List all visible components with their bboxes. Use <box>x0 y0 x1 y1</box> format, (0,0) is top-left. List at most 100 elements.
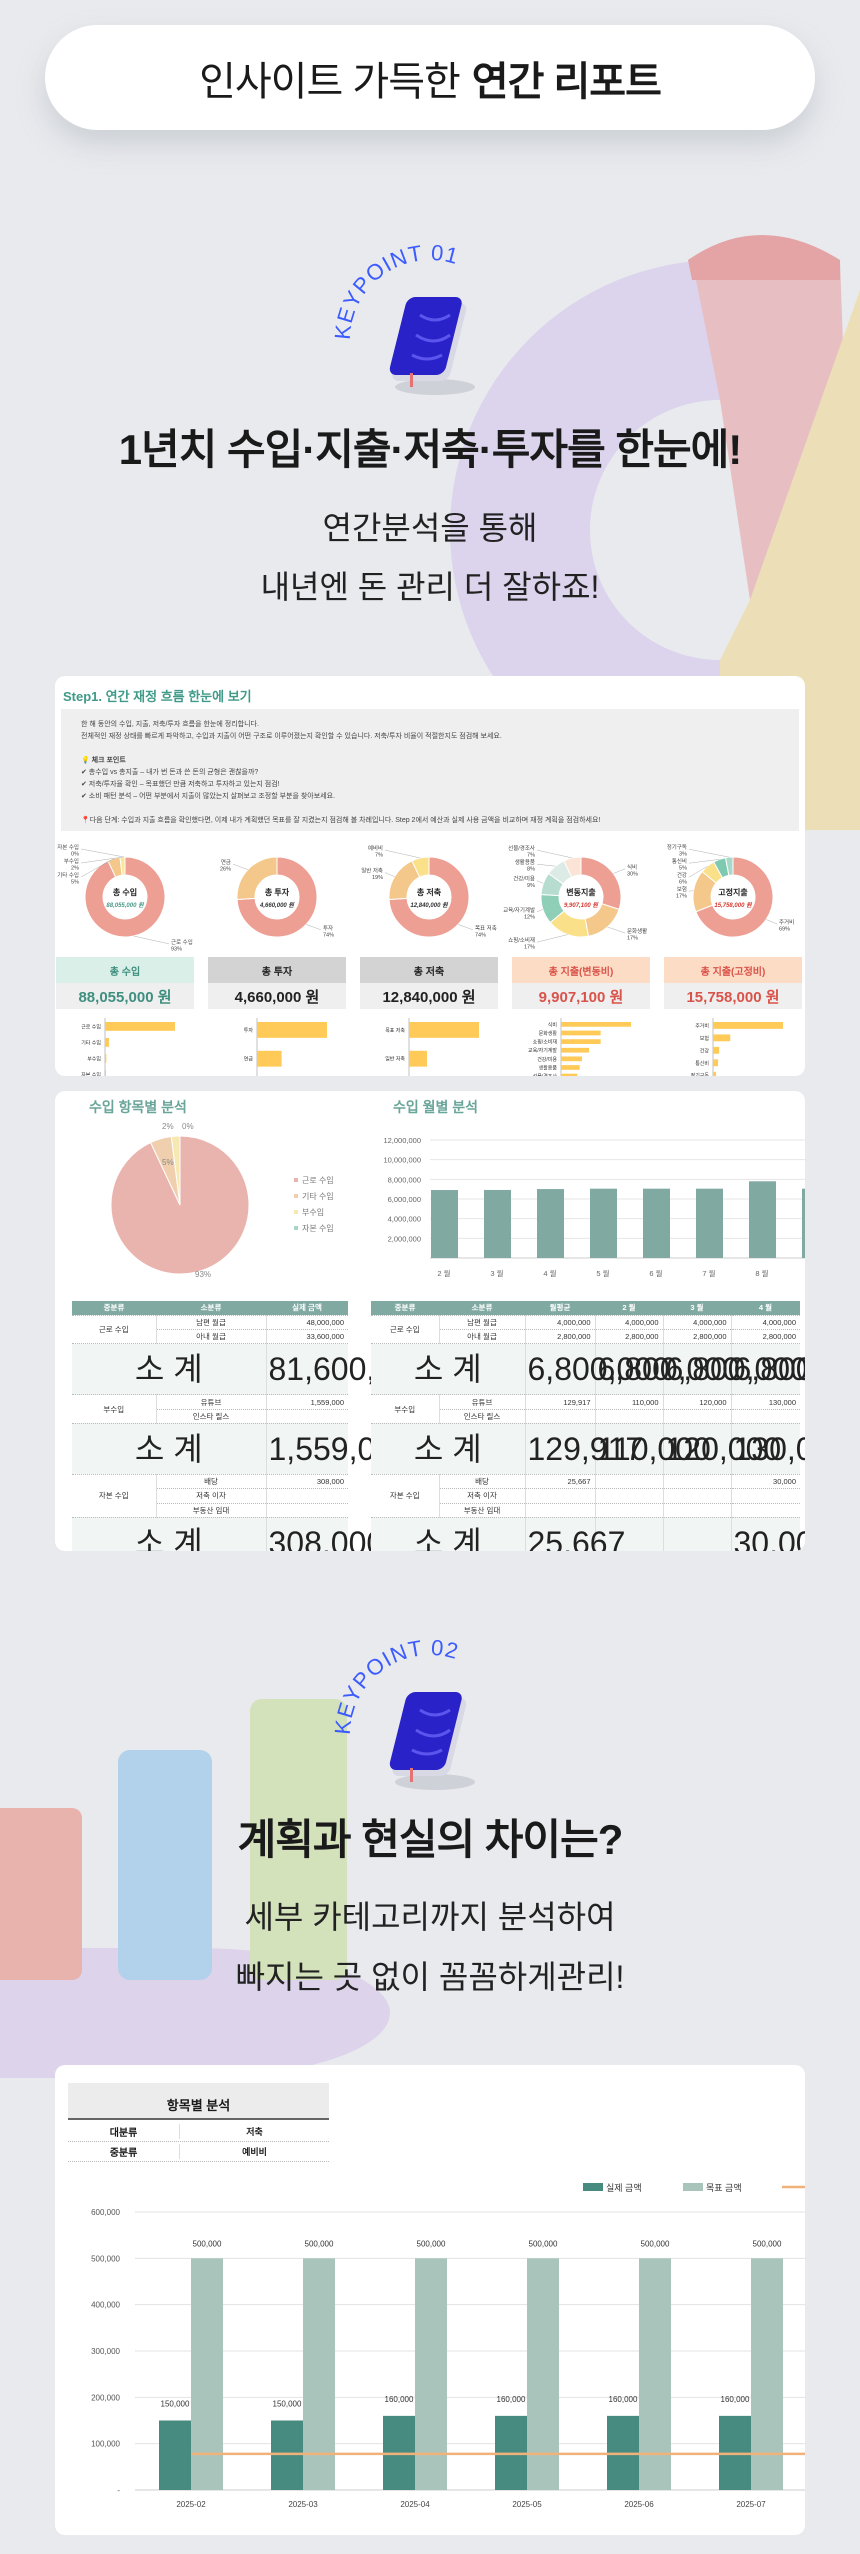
donut-leader-line <box>536 849 573 859</box>
item-name: 인스타 릴스 <box>438 1409 525 1424</box>
subtotal-row: 소 계 308,000 <box>72 1517 384 1551</box>
column-header: 소분류 <box>156 1301 266 1316</box>
donut-leader-line <box>384 872 395 877</box>
category-bar <box>561 1056 582 1062</box>
keypoint1-headline: 1년치 수입·지출·저축·투자를 한눈에! <box>118 426 743 473</box>
filter-value[interactable]: 예비비 <box>242 2147 267 2157</box>
donut-leader-line <box>232 863 248 870</box>
subtotal-value: 1,559,000 <box>265 1423 411 1475</box>
category-bar <box>257 1022 327 1038</box>
donut-leader-line <box>607 926 626 934</box>
x-tick-label: 2025-07 <box>736 2500 766 2509</box>
table-row: 부동산 임대 <box>371 1503 800 1518</box>
donut-slice <box>236 856 318 938</box>
step1-card: Step1. 연간 재정 흐름 한눈에 보기 한 해 동안의 수입, 지출, 저… <box>55 676 805 1076</box>
category-bar <box>561 1030 601 1036</box>
item-name: 부동산 임대 <box>438 1503 525 1518</box>
summary-label: 총 지출(고정비) <box>664 957 802 983</box>
donut-slice <box>695 856 774 938</box>
y-tick-label: 200,000 <box>91 2393 120 2402</box>
month-bar <box>484 1189 511 1258</box>
category-bar <box>105 1038 109 1047</box>
amount-cell <box>662 1488 731 1504</box>
bar-value-label: 160,000 <box>609 2395 638 2404</box>
item-name: 인스타 릴스 <box>155 1409 266 1424</box>
subtotal-value: 120,000 <box>662 1423 781 1475</box>
legend-swatch <box>683 2183 703 2191</box>
category-bar <box>105 1070 106 1076</box>
amount-cell <box>265 1503 348 1518</box>
donut-label: 예비비 <box>368 844 383 852</box>
item-name: 배당 <box>155 1474 266 1490</box>
month-bar <box>802 1188 805 1258</box>
table-row: 인스타 릴스 <box>72 1409 348 1424</box>
category-bar <box>561 1022 631 1027</box>
month-bar <box>431 1190 458 1258</box>
x-tick-label: 2025-04 <box>400 2500 430 2509</box>
filter-label: 대분류 <box>68 2124 180 2139</box>
item-name: 남편 월급 <box>155 1315 266 1331</box>
category-bar <box>257 1050 282 1067</box>
table-row: 자본 수입 배당 308,000 <box>72 1474 348 1518</box>
amount-cell: 120,000 <box>662 1394 731 1410</box>
pie-percent-label: 93% <box>195 1270 211 1279</box>
item-name: 남편 월급 <box>438 1315 525 1331</box>
x-tick-label: 8 월 <box>755 1268 768 1278</box>
category-bar-label: 정기구독 <box>691 1072 710 1076</box>
bar-value-label: 500,000 <box>753 2239 782 2248</box>
subtotal-label: 소 계 <box>72 1517 266 1551</box>
donut-leader-line <box>458 924 474 931</box>
donut-center-label: 총 저축 <box>417 887 442 897</box>
filter-value[interactable]: 저축 <box>246 2127 263 2137</box>
donut-leader-line <box>536 863 556 867</box>
group-name: 근로 수입 <box>72 1315 156 1345</box>
item-analysis-card: 항목별 분석 대분류 저축 중분류 예비비 - 100,000 200,000 300,0… <box>55 2065 805 2535</box>
amount-cell <box>524 1488 595 1504</box>
donut-label: 건강 <box>677 872 687 879</box>
donut-label: 근로 수입 <box>171 938 193 946</box>
category-bar-label: 기타 수입 <box>81 1039 101 1046</box>
donut-leader-line <box>536 909 544 913</box>
donut-leader-line <box>688 849 730 858</box>
amount-cell <box>594 1474 663 1490</box>
donut-percent: 3% <box>679 852 687 858</box>
y-tick-label: 8,000,000 <box>388 1175 421 1184</box>
summary-label: 총 수입 <box>56 957 194 983</box>
bar-value-label: 500,000 <box>193 2239 222 2248</box>
amount-cell: 2,800,000 <box>662 1329 731 1345</box>
item-analysis-header: 항목별 분석 <box>68 2083 329 2120</box>
x-tick-label: 6 월 <box>649 1268 662 1278</box>
amount-cell: 130,000 <box>730 1394 800 1410</box>
legend-label: 실제 금액 <box>606 2182 642 2193</box>
actual-bar <box>271 2420 303 2490</box>
summary-box: 총 지출(변동비) 9,907,100 원 <box>512 957 650 1009</box>
donut-center-label: 총 수입 <box>113 887 137 897</box>
table-row: 아내 월급 33,600,000 <box>72 1329 348 1345</box>
subtotal-value: 6,800,000 <box>662 1343 805 1396</box>
column-header: 중분류 <box>371 1301 439 1316</box>
item-name: 유튜브 <box>438 1394 525 1410</box>
month-bar <box>696 1188 723 1258</box>
bar-value-label: 500,000 <box>417 2239 446 2248</box>
info-line <box>81 743 779 755</box>
category-bar-label: 보험 <box>700 1036 709 1042</box>
subtotal-value: 30,000 <box>730 1517 805 1551</box>
legend-swatch <box>294 1178 298 1182</box>
y-tick-label: 10,000,000 <box>383 1156 421 1165</box>
legend-label: 기타 수입 <box>302 1192 334 1201</box>
donut-leader-line <box>536 880 544 884</box>
donut-label: 선물/경조사 <box>508 844 535 852</box>
donut-label: 일반 저축 <box>361 867 383 875</box>
donut-center-amount: 88,055,000 원 <box>106 901 145 909</box>
amount-cell: 25,667 <box>524 1474 595 1490</box>
table-row: 근로 수입 남편 월급 4,000,000 4,000,000 4,000,000 4,0… <box>371 1315 800 1345</box>
donut-label: 교육/자기계발 <box>503 906 535 914</box>
amount-cell: 4,000,000 <box>662 1315 731 1331</box>
amount-cell <box>594 1409 663 1424</box>
target-bar <box>639 2258 671 2490</box>
item-analysis-filters: 대분류 저축 중분류 예비비 <box>68 2122 329 2162</box>
